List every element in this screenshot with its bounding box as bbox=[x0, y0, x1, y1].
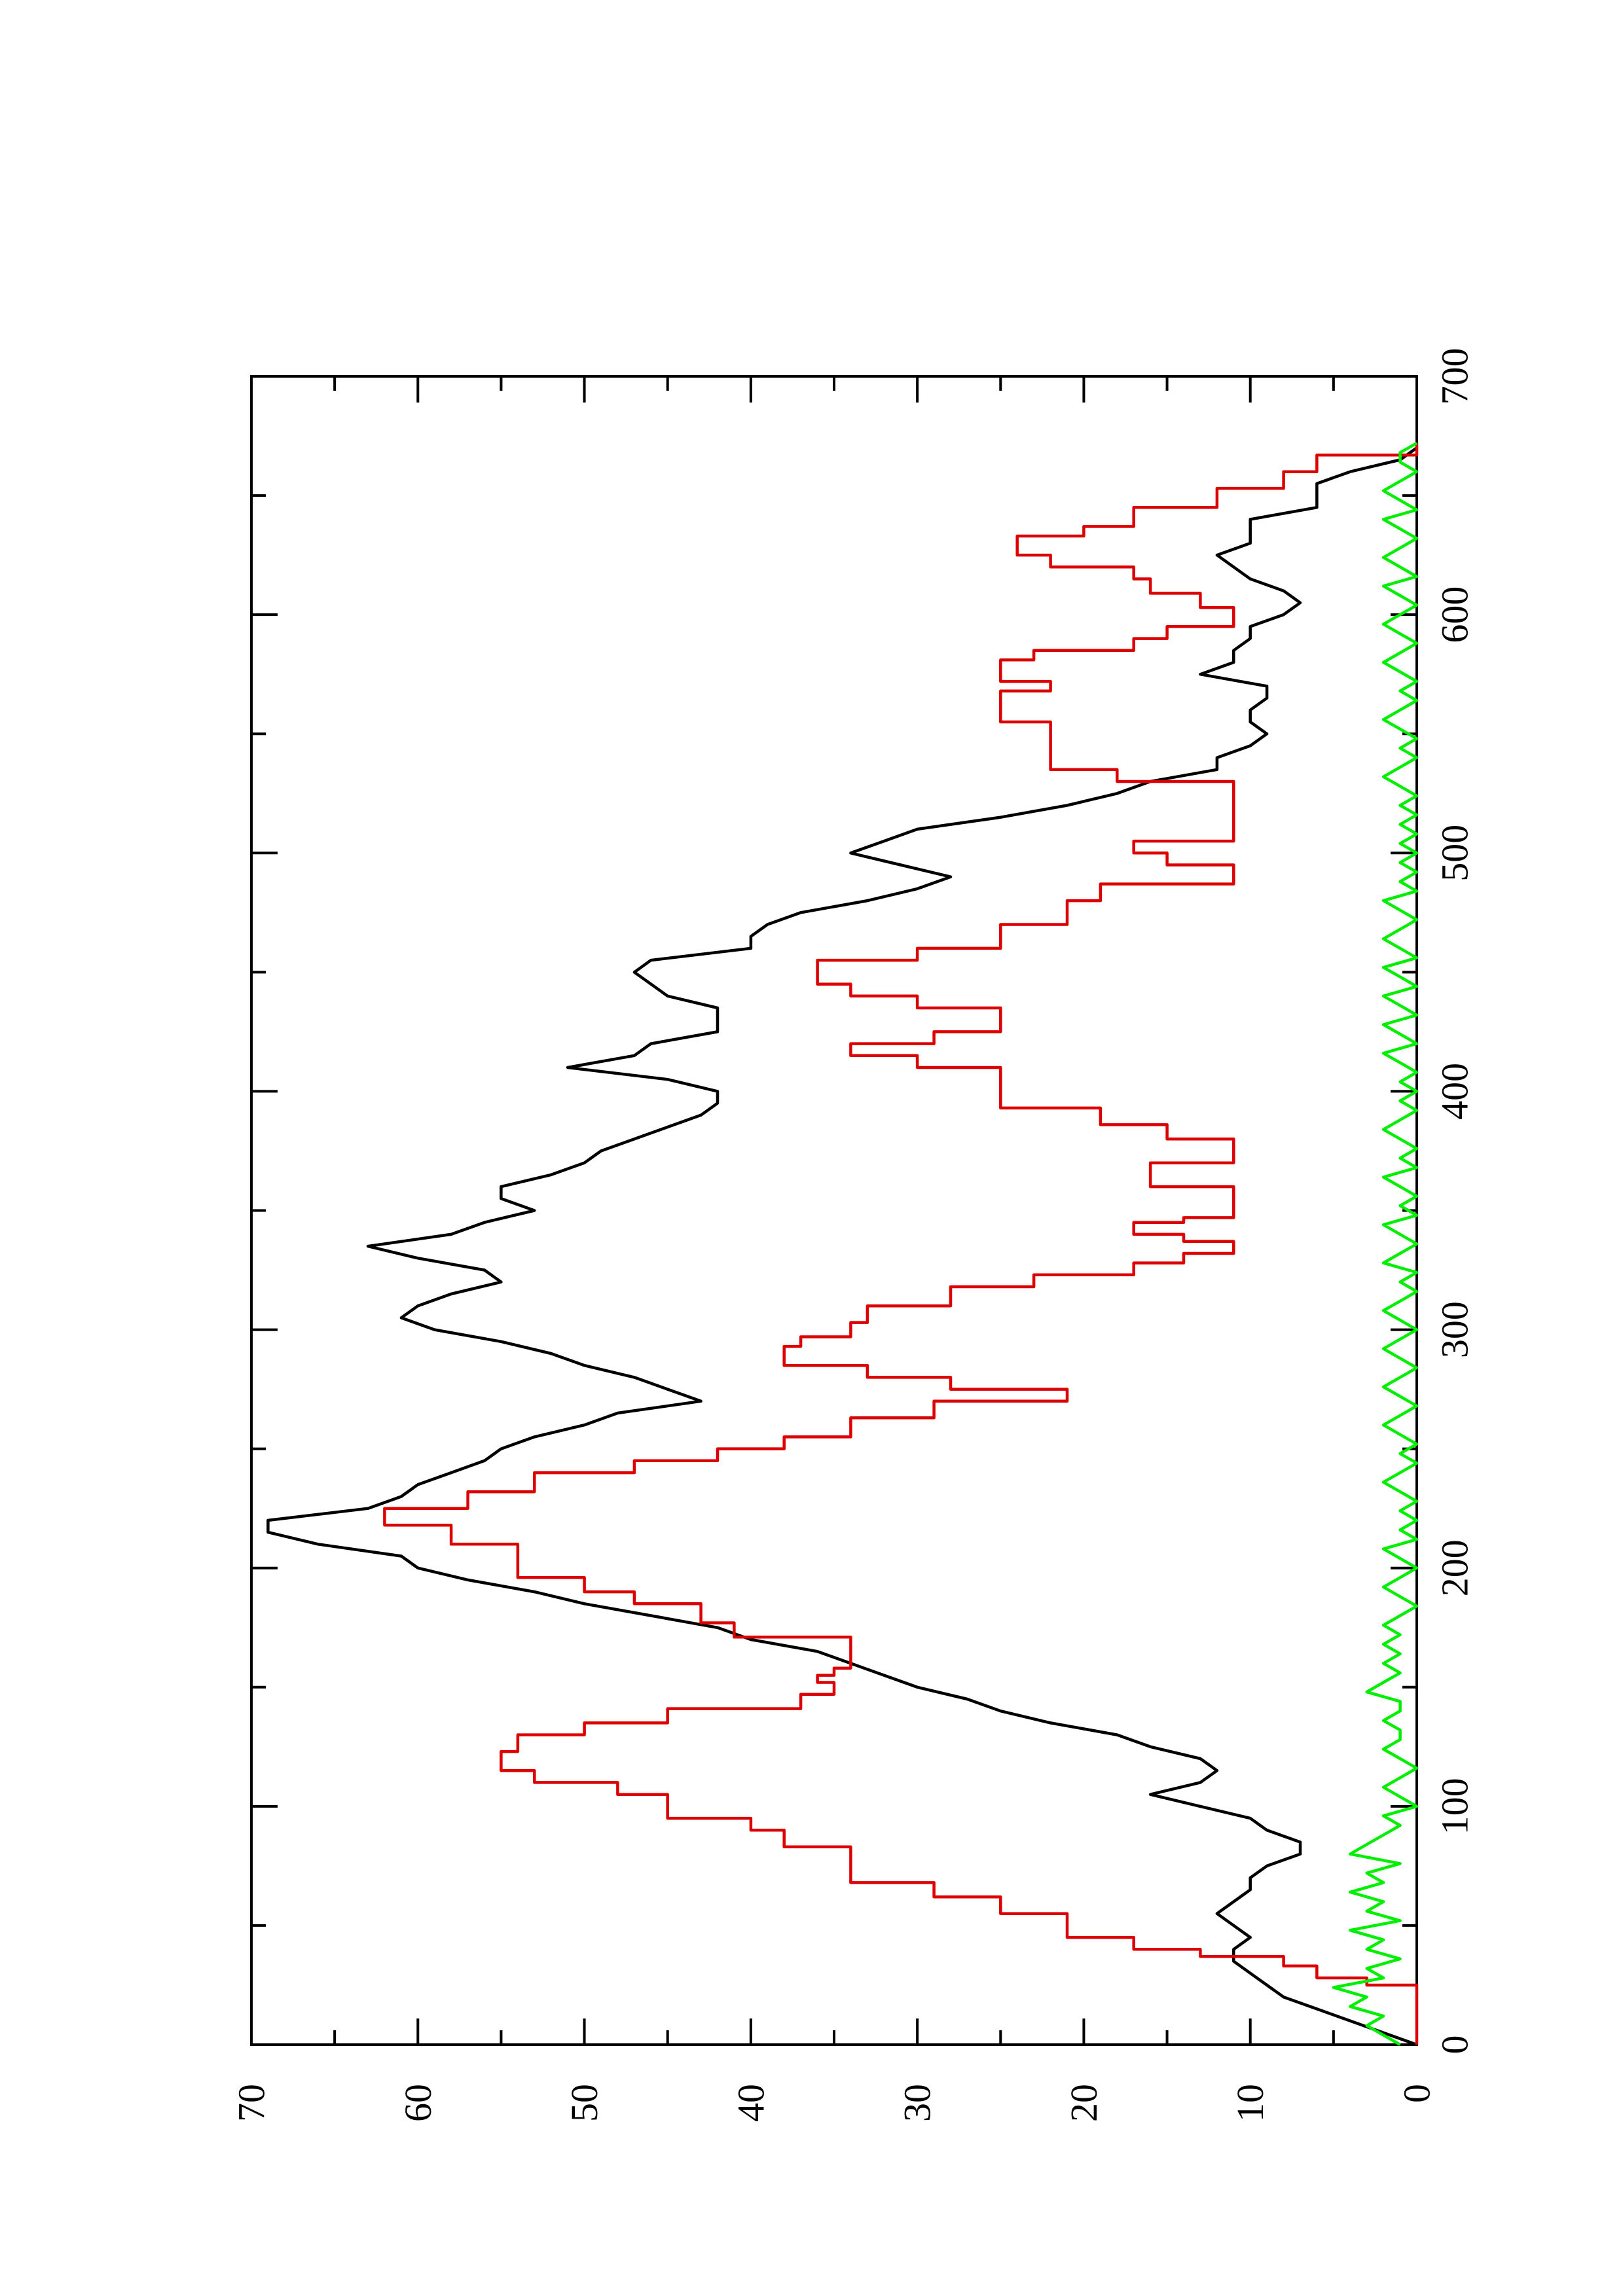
y-tick-label: 30 bbox=[896, 2084, 939, 2122]
y-tick-label: 60 bbox=[397, 2084, 439, 2122]
y-tick-label: 70 bbox=[230, 2084, 273, 2122]
x-tick-label: 700 bbox=[1434, 348, 1476, 405]
x-tick-label: 600 bbox=[1434, 586, 1476, 643]
axis-ticks bbox=[250, 375, 1418, 2046]
x-tick-label: 400 bbox=[1434, 1063, 1476, 1120]
x-tick-label: 100 bbox=[1434, 1778, 1476, 1835]
y-tick-label: 20 bbox=[1063, 2084, 1105, 2122]
x-tick-label: 0 bbox=[1434, 2036, 1476, 2054]
axis-tick-labels: 0 100 200 300 400 500 600 700 0 10 20 30 40 50 60 70 bbox=[230, 348, 1476, 2123]
plot-frame bbox=[250, 375, 1418, 2046]
series-group bbox=[266, 442, 1419, 2047]
y-tick-label: 40 bbox=[729, 2084, 772, 2122]
y-tick-label: 10 bbox=[1229, 2084, 1271, 2122]
x-tick-label: 200 bbox=[1434, 1539, 1476, 1596]
x-tick-label: 300 bbox=[1434, 1301, 1476, 1358]
series-line-1 bbox=[266, 446, 1418, 2047]
x-tick-label: 500 bbox=[1434, 825, 1476, 882]
series-line-2 bbox=[383, 443, 1419, 2045]
series-line-3 bbox=[1332, 442, 1419, 2046]
y-tick-label: 50 bbox=[563, 2084, 606, 2122]
y-tick-label: 0 bbox=[1396, 2084, 1438, 2103]
